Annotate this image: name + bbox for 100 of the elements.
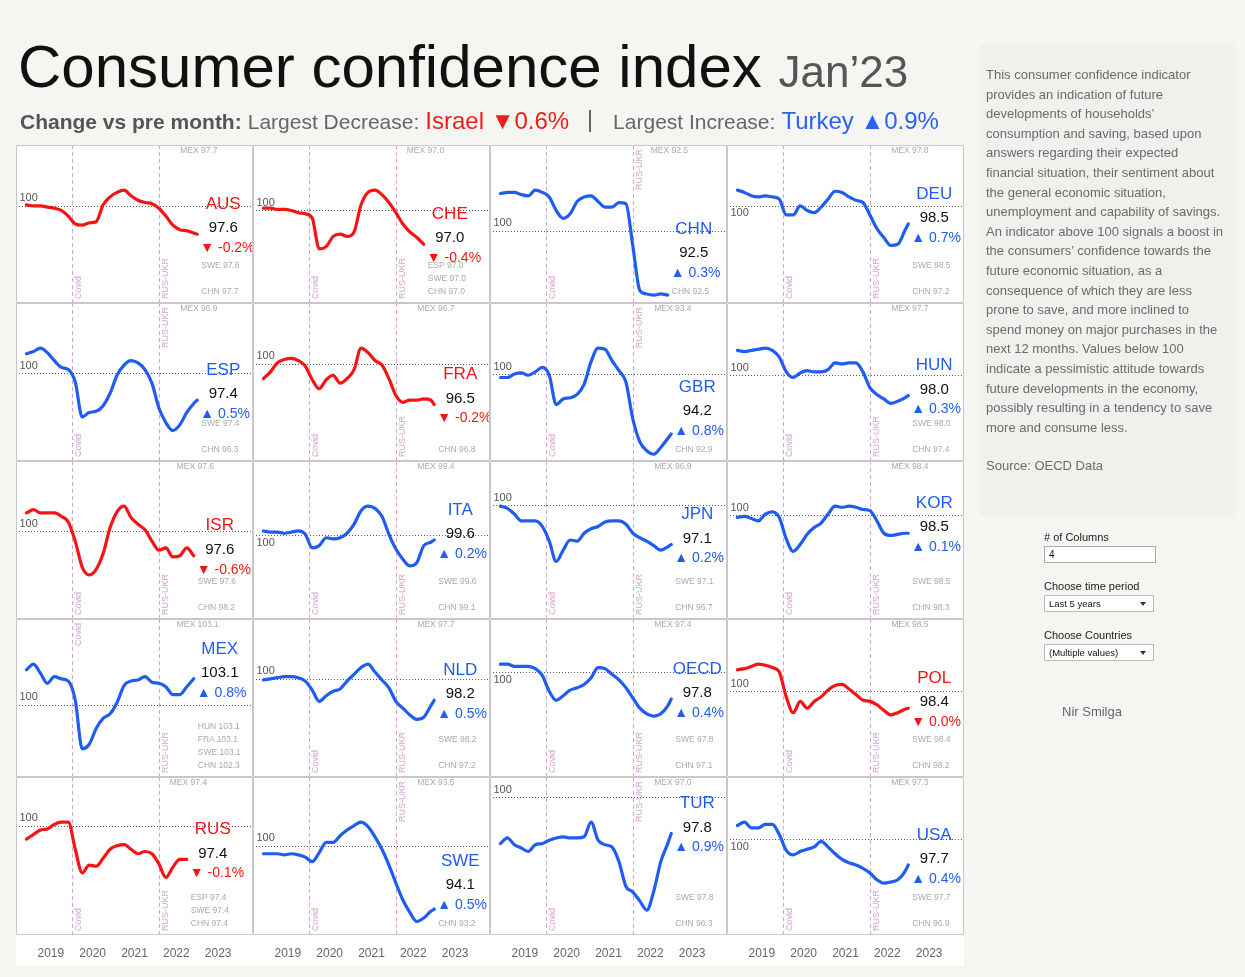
text: Largest Decrease:: [247, 110, 420, 133]
annotation: CHN 93.2: [438, 918, 476, 929]
ref-line-label: Covid: [784, 433, 795, 457]
ref-line-label: Covid: [547, 749, 558, 773]
annotation: 97.8: [682, 683, 712, 701]
text: MEX 96.9: [654, 461, 692, 472]
annotation: SWE 98.4: [912, 734, 951, 745]
text: Change vs pre month:: [20, 110, 242, 133]
annotation: ▼ -0.6%: [196, 560, 252, 577]
text: MEX 97.4: [169, 777, 208, 788]
ref-line-label: Covid: [310, 749, 321, 773]
annotation: 100: [730, 839, 749, 852]
annotation: 100: [256, 664, 275, 677]
x-tick-label: 2023: [204, 945, 232, 960]
series-label: ITA: [447, 499, 474, 519]
text: Turkey ▲0.9%: [781, 107, 939, 134]
annotation: CHN 97.4: [190, 918, 229, 929]
ref-line-label: Covid: [547, 591, 558, 615]
series-label: ESP: [206, 359, 241, 379]
annotation: 97.7: [919, 849, 949, 867]
annotation: ▲ 0.2%: [674, 549, 724, 566]
annotation: CHN 98.2: [912, 760, 950, 771]
annotation: 98.4: [919, 692, 949, 710]
ref-line-label: RUS-UKR: [397, 731, 408, 773]
annotation: 97.1: [682, 528, 712, 546]
annotation: 94.1: [445, 875, 475, 893]
ref-line-label: Covid: [73, 591, 84, 615]
text: Consumer confidence index Jan’23: [18, 33, 909, 100]
ref-line-label: RUS-UKR: [397, 257, 408, 299]
ref-line-label: RUS-UKR: [871, 889, 882, 931]
annotation: SWE 97.1: [675, 576, 714, 587]
annotation: 98.0: [919, 379, 949, 397]
text: MEX 98.4: [891, 461, 929, 472]
annotation: CHN 92.9: [675, 444, 713, 455]
text: CHN: [675, 218, 713, 238]
x-tick-label: 2022: [399, 945, 427, 960]
annotation: 100: [256, 195, 275, 208]
ref-line-label: Covid: [784, 275, 795, 299]
annotation: SWE 97.7: [912, 892, 951, 903]
annotation: CHN 97.4: [912, 444, 950, 455]
series-label: KOR: [915, 492, 953, 512]
ref-line-label: Covid: [310, 433, 321, 457]
ref-line-label: Covid: [73, 275, 84, 299]
annotation: 97.6: [208, 218, 238, 236]
text: MEX 97.8: [891, 145, 929, 156]
annotation: 100: [256, 831, 275, 844]
text: MEX 97.0: [654, 777, 692, 788]
annotation: CHN 99.1: [438, 602, 476, 613]
ref-line-label: RUS-UKR: [160, 257, 171, 299]
annotation: SWE 97.6: [201, 260, 240, 271]
annotation: CHN 98.3: [912, 602, 950, 613]
annotation: ▲ 0.4%: [911, 869, 961, 886]
x-tick-label: 2023: [441, 945, 469, 960]
annotation: SWE 98.5: [912, 576, 951, 587]
series-label: CHE: [431, 204, 468, 223]
x-tick-label: 2020: [79, 945, 107, 960]
annotation: ▼ -0.1%: [189, 864, 245, 881]
annotation: CHN 97.1: [675, 760, 713, 771]
annotation: 100: [256, 536, 275, 549]
annotation: CHN 92.5: [671, 286, 710, 297]
series-label: MEX: [201, 638, 239, 658]
series-label: FRA: [443, 364, 478, 384]
annotation: 100: [493, 216, 512, 229]
annotation: CHN 97.2: [912, 286, 950, 297]
ref-line-label: RUS-UKR: [397, 780, 408, 822]
dropdown: (Multiple values): [1044, 644, 1154, 661]
text: Nir Smilga: [1062, 704, 1122, 720]
annotation: SWE 97.8: [675, 892, 714, 903]
annotation: ▲ 0.5%: [437, 705, 487, 722]
series-label: RUS: [194, 819, 231, 839]
ref-line-label: RUS-UKR: [634, 731, 645, 773]
annotation: SWE 103.1: [197, 747, 242, 758]
ref-line-label: RUS-UKR: [634, 306, 645, 348]
ref-line-label: Covid: [784, 749, 795, 773]
text: SWE: [440, 850, 480, 870]
x-tick-label: 2019: [748, 945, 776, 960]
text: MEX 97.0: [406, 145, 445, 156]
annotation: 98.5: [919, 208, 949, 226]
annotation: CHN 96.8: [438, 444, 476, 455]
text: MEX 97.7: [180, 145, 218, 156]
text: MEX 93.5: [417, 777, 455, 788]
annotation: FRA 103.1: [197, 734, 239, 745]
annotation: ▲ 0.8%: [196, 683, 247, 700]
ref-line-label: Covid: [73, 907, 84, 931]
text: MEX 97.6: [176, 461, 215, 472]
annotation: 100: [19, 690, 38, 703]
annotation: 97.8: [682, 817, 712, 835]
x-tick-label: 2019: [511, 945, 539, 960]
annotation: CHN 97.7: [201, 286, 239, 297]
ref-line-label: RUS-UKR: [871, 573, 882, 615]
dropdown: Last 5 years: [1044, 595, 1154, 612]
annotation: 96.5: [445, 388, 475, 406]
text: # of Columns: [1044, 531, 1110, 544]
text: MEX 99.4: [417, 461, 455, 472]
text: MEX 92.5: [650, 145, 689, 156]
annotation: 100: [493, 490, 512, 503]
annotation: CHN 97.0: [427, 286, 466, 297]
annotation: ▲ 0.3%: [670, 263, 721, 280]
ref-line-label: RUS-UKR: [871, 415, 882, 457]
x-tick-label: 2023: [678, 945, 706, 960]
